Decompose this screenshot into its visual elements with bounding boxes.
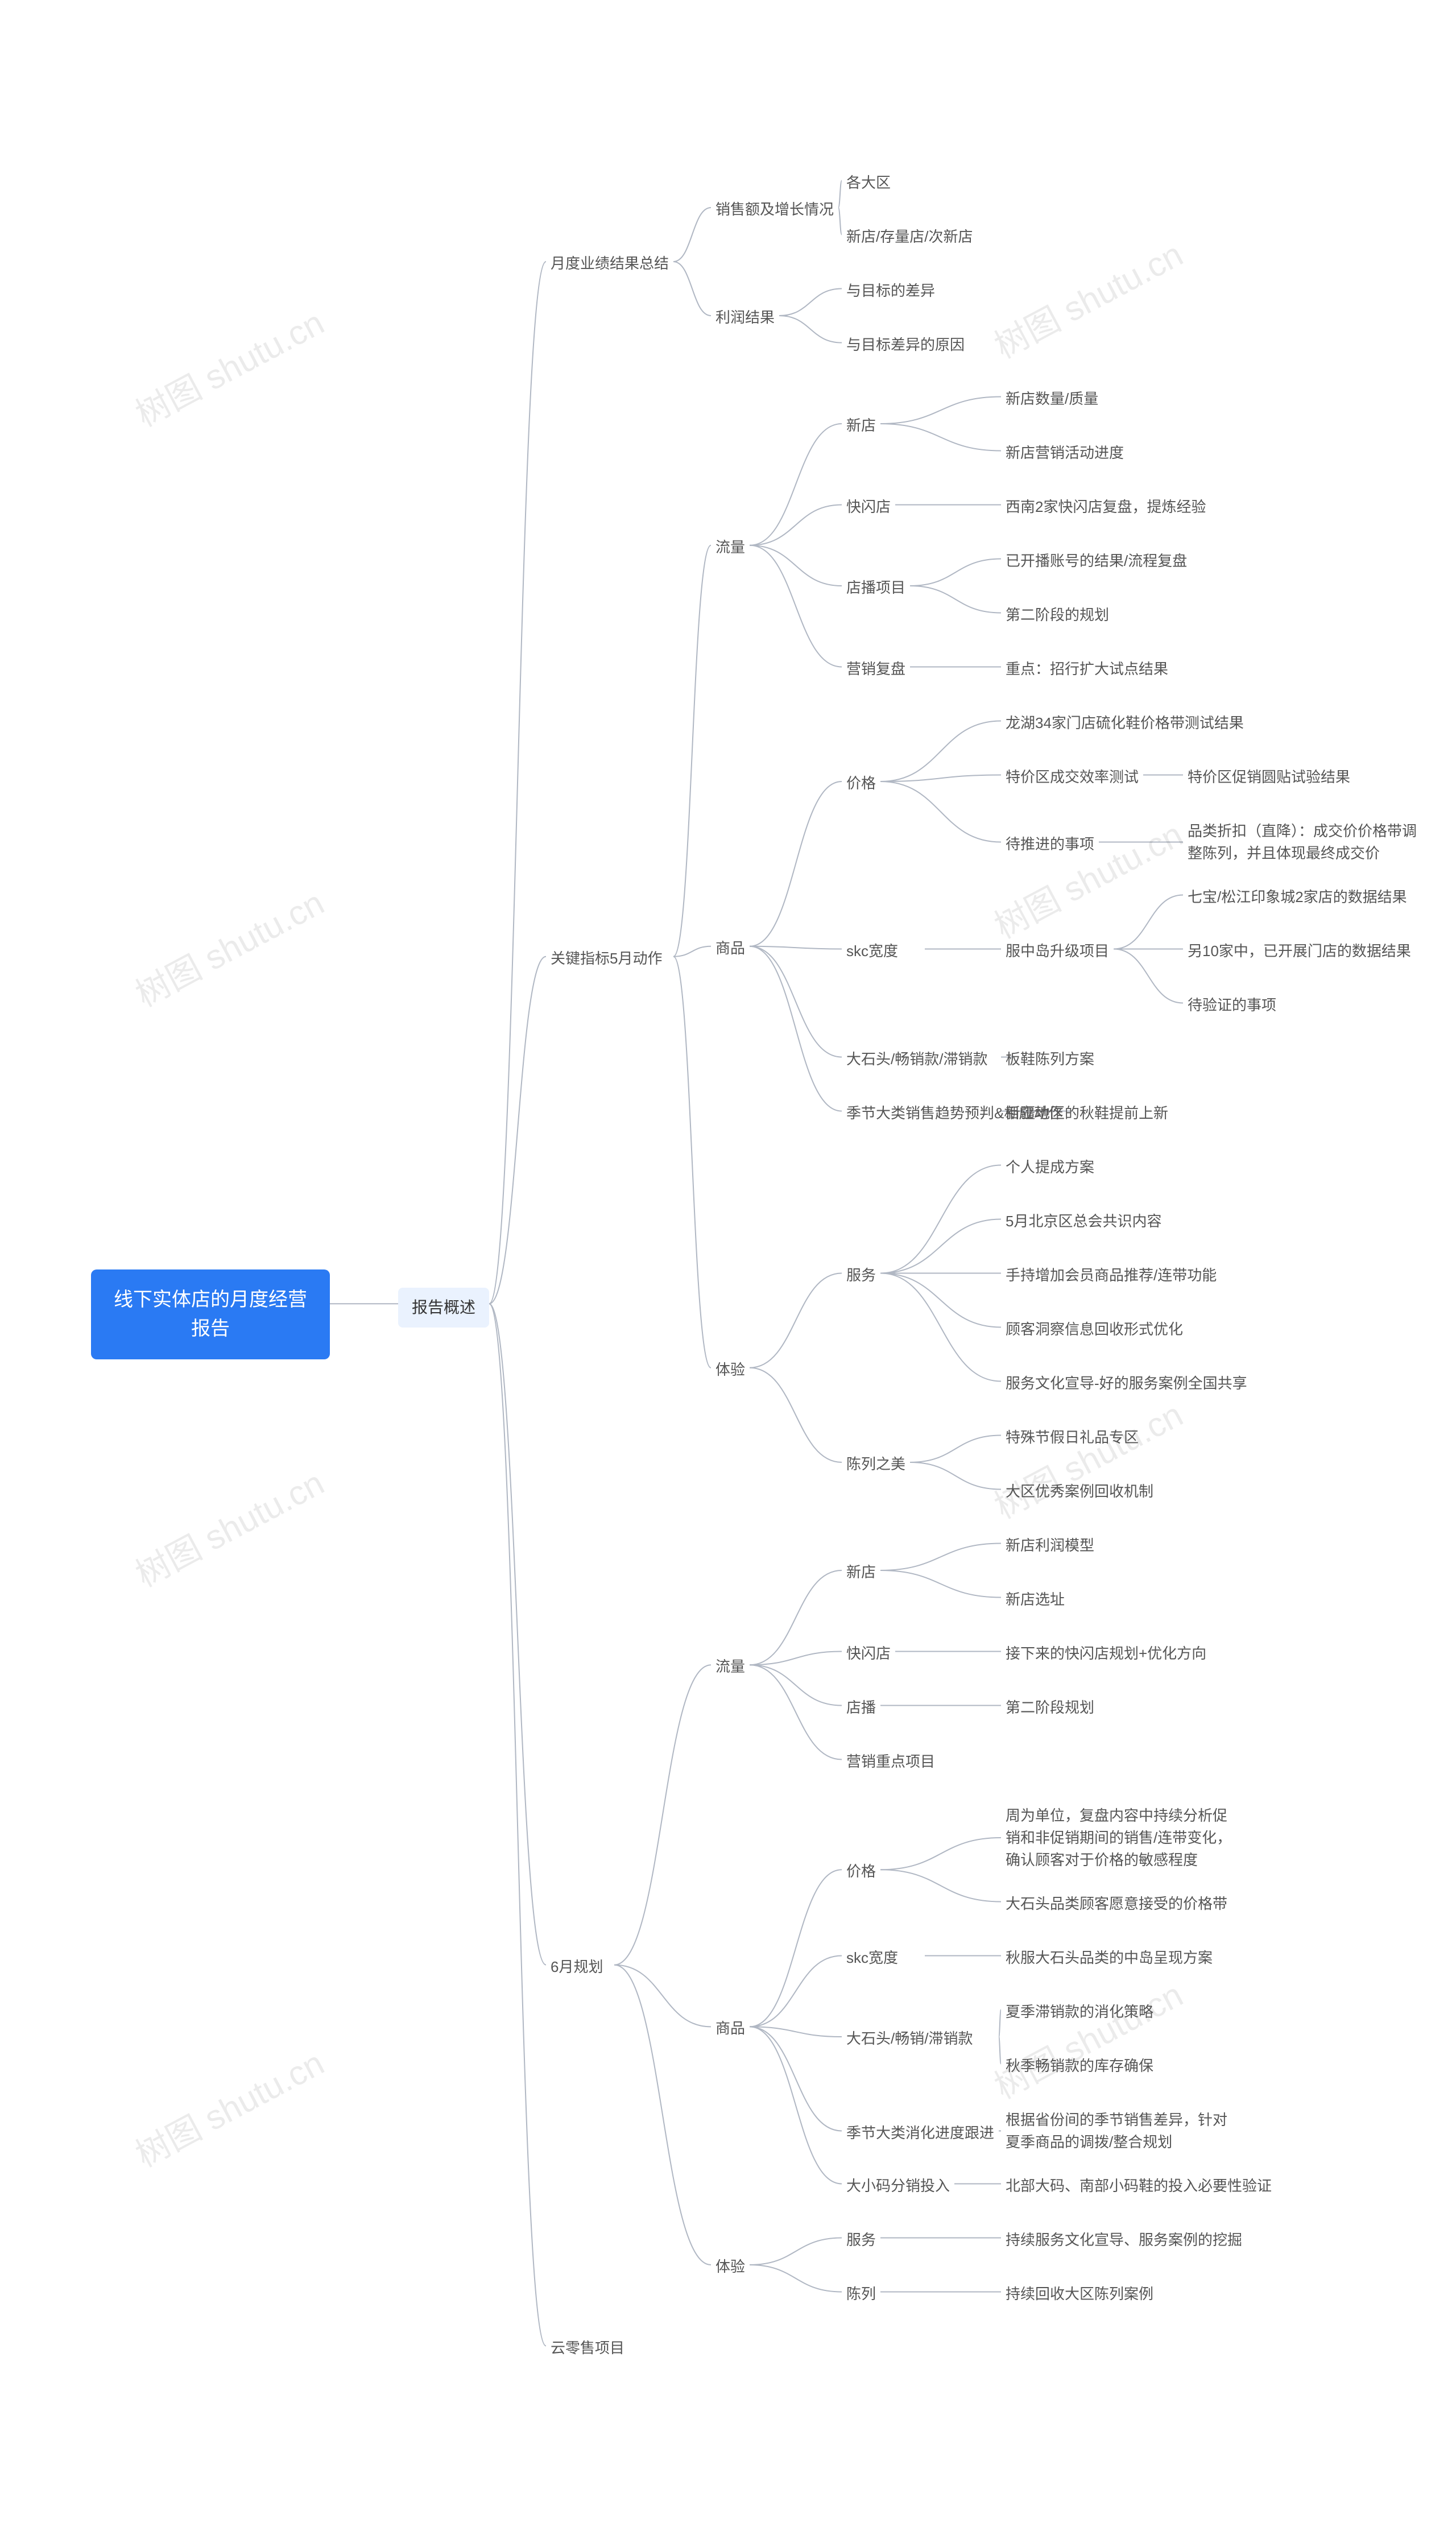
mindmap-node[interactable]: 线下实体店的月度经营报告 bbox=[91, 1269, 330, 1359]
mindmap-node[interactable]: 周为单位，复盘内容中持续分析促销和非促销期间的销售/连带变化，确认顾客对于价格的… bbox=[1001, 1802, 1240, 1874]
mindmap-node[interactable]: 第二阶段规划 bbox=[1001, 1694, 1099, 1721]
mindmap-node[interactable]: 商品 bbox=[711, 935, 750, 962]
mindmap-node[interactable]: 与目标的差异 bbox=[842, 278, 940, 304]
watermark: 树图 shutu.cn bbox=[126, 1456, 332, 1597]
mindmap-node[interactable]: 秋服大石头品类的中岛呈现方案 bbox=[1001, 1945, 1217, 1971]
mindmap-node[interactable]: 快闪店 bbox=[842, 1640, 895, 1667]
mindmap-node[interactable]: 七宝/松江印象城2家店的数据结果 bbox=[1183, 884, 1412, 911]
mindmap-node[interactable]: 大石头品类顾客愿意接受的价格带 bbox=[1001, 1891, 1232, 1917]
mindmap-node[interactable]: 利润结果 bbox=[711, 304, 779, 331]
mindmap-node[interactable]: 新店利润模型 bbox=[1001, 1532, 1099, 1559]
watermark: 树图 shutu.cn bbox=[985, 228, 1190, 368]
mindmap-node[interactable]: 大石头/畅销款/滞销款 bbox=[842, 1046, 992, 1073]
mindmap-node[interactable]: 报告概述 bbox=[398, 1288, 489, 1328]
mindmap-node[interactable]: 体验 bbox=[711, 2253, 750, 2280]
mindmap-node[interactable]: 各大区 bbox=[842, 169, 895, 196]
mindmap-node[interactable]: 新店营销活动进度 bbox=[1001, 440, 1128, 466]
mindmap-node[interactable]: 流量 bbox=[711, 534, 750, 561]
mindmap-node[interactable]: 接下来的快闪店规划+优化方向 bbox=[1001, 1640, 1211, 1667]
mindmap-node[interactable]: 新店选址 bbox=[1001, 1586, 1069, 1613]
mindmap-node[interactable]: 另10家中，已开展门店的数据结果 bbox=[1183, 938, 1416, 965]
mindmap-node[interactable]: 新店数量/质量 bbox=[1001, 386, 1103, 412]
mindmap-node[interactable]: 商品 bbox=[711, 2015, 750, 2042]
mindmap-node[interactable]: 快闪店 bbox=[842, 494, 895, 520]
mindmap-node[interactable]: 服务 bbox=[842, 2227, 880, 2253]
mindmap-node[interactable]: 与目标差异的原因 bbox=[842, 332, 969, 358]
mindmap-node[interactable]: skc宽度 bbox=[842, 1945, 903, 1971]
mindmap-node[interactable]: 陈列之美 bbox=[842, 1451, 910, 1478]
mindmap-node[interactable]: 流量 bbox=[711, 1653, 750, 1680]
mindmap-node[interactable]: 店播项目 bbox=[842, 574, 910, 601]
mindmap-node[interactable]: 夏季滞销款的消化策略 bbox=[1001, 1999, 1158, 2025]
mindmap-node[interactable]: 服务文化宣导-好的服务案例全国共享 bbox=[1001, 1370, 1252, 1397]
watermark: 树图 shutu.cn bbox=[985, 1968, 1190, 2108]
watermark: 树图 shutu.cn bbox=[985, 1388, 1190, 1528]
mindmap-node[interactable]: 北部大码、南部小码鞋的投入必要性验证 bbox=[1001, 2173, 1276, 2199]
mindmap-node[interactable]: 大小码分销投入 bbox=[842, 2173, 954, 2199]
mindmap-node[interactable]: 已开播账号的结果/流程复盘 bbox=[1001, 548, 1192, 574]
watermark: 树图 shutu.cn bbox=[126, 2036, 332, 2177]
mindmap-node[interactable]: 重点：招行扩大试点结果 bbox=[1001, 656, 1173, 683]
mindmap-node[interactable]: 销售额及增长情况 bbox=[711, 196, 838, 223]
mindmap-node[interactable]: 持续服务文化宣导、服务案例的挖掘 bbox=[1001, 2227, 1247, 2253]
mindmap-node[interactable]: 体验 bbox=[711, 1357, 750, 1383]
mindmap-node[interactable]: 大石头/畅销/滞销款 bbox=[842, 2025, 977, 2052]
mindmap-node[interactable]: 店播 bbox=[842, 1694, 880, 1721]
mindmap-node[interactable]: 根据省份间的季节销售差异，针对夏季商品的调拨/整合规划 bbox=[1001, 2107, 1240, 2156]
mindmap-node[interactable]: 手持增加会员商品推荐/连带功能 bbox=[1001, 1262, 1221, 1289]
mindmap-node[interactable]: 陈列 bbox=[842, 2281, 880, 2307]
mindmap-node[interactable]: 营销重点项目 bbox=[842, 1748, 940, 1775]
watermark: 树图 shutu.cn bbox=[985, 808, 1190, 948]
mindmap-canvas: 线下实体店的月度经营报告 报告概述 月度业绩结果总结 销售额及增长情况各大区新店/存量… bbox=[0, 0, 1456, 2535]
mindmap-node[interactable]: 待推进的事项 bbox=[1001, 831, 1099, 858]
mindmap-node[interactable]: 秋季畅销款的库存确保 bbox=[1001, 2053, 1158, 2079]
mindmap-node[interactable]: 6月规划 bbox=[546, 1954, 607, 1980]
mindmap-node[interactable]: 大区优秀案例回收机制 bbox=[1001, 1478, 1158, 1505]
mindmap-node[interactable]: 特价区促销圆贴试验结果 bbox=[1183, 764, 1355, 791]
mindmap-node[interactable]: 5月北京区总会共识内容 bbox=[1001, 1208, 1166, 1235]
mindmap-node[interactable]: 新店/存量店/次新店 bbox=[842, 224, 977, 250]
mindmap-node[interactable]: 月度业绩结果总结 bbox=[546, 250, 673, 277]
mindmap-node[interactable]: 个人提成方案 bbox=[1001, 1154, 1099, 1181]
mindmap-node[interactable]: 品类折扣（直降）：成交价价格带调整陈列，并且体现最终成交价 bbox=[1183, 818, 1422, 867]
mindmap-node[interactable]: 季节大类消化进度跟进 bbox=[842, 2120, 999, 2147]
mindmap-node[interactable]: 价格 bbox=[842, 770, 880, 797]
mindmap-node[interactable]: 关键指标5月动作 bbox=[546, 945, 667, 972]
mindmap-node[interactable]: 营销复盘 bbox=[842, 656, 910, 683]
mindmap-node[interactable]: 服务 bbox=[842, 1262, 880, 1289]
mindmap-node[interactable]: 待验证的事项 bbox=[1183, 992, 1281, 1019]
watermark: 树图 shutu.cn bbox=[126, 296, 332, 436]
mindmap-node[interactable]: 顾客洞察信息回收形式优化 bbox=[1001, 1316, 1188, 1343]
watermark: 树图 shutu.cn bbox=[126, 876, 332, 1016]
mindmap-node[interactable]: 特价区成交效率测试 bbox=[1001, 764, 1143, 791]
mindmap-node[interactable]: 板鞋陈列方案 bbox=[1001, 1046, 1099, 1073]
mindmap-node[interactable]: 价格 bbox=[842, 1858, 880, 1885]
mindmap-node[interactable]: 龙湖34家门店硫化鞋价格带测试结果 bbox=[1001, 710, 1248, 737]
mindmap-node[interactable]: 特殊节假日礼品专区 bbox=[1001, 1424, 1143, 1451]
mindmap-node[interactable]: 新店 bbox=[842, 412, 880, 439]
mindmap-node[interactable]: skc宽度 bbox=[842, 938, 903, 965]
mindmap-node[interactable]: 西南2家快闪店复盘，提炼经验 bbox=[1001, 494, 1210, 520]
mindmap-node[interactable]: 新店 bbox=[842, 1559, 880, 1586]
mindmap-node[interactable]: 新疆地区的秋鞋提前上新 bbox=[1001, 1100, 1173, 1127]
mindmap-node[interactable]: 云零售项目 bbox=[546, 2335, 629, 2362]
mindmap-node[interactable]: 第二阶段的规划 bbox=[1001, 602, 1114, 628]
mindmap-node[interactable]: 服中岛升级项目 bbox=[1001, 938, 1114, 965]
mindmap-node[interactable]: 持续回收大区陈列案例 bbox=[1001, 2281, 1158, 2307]
